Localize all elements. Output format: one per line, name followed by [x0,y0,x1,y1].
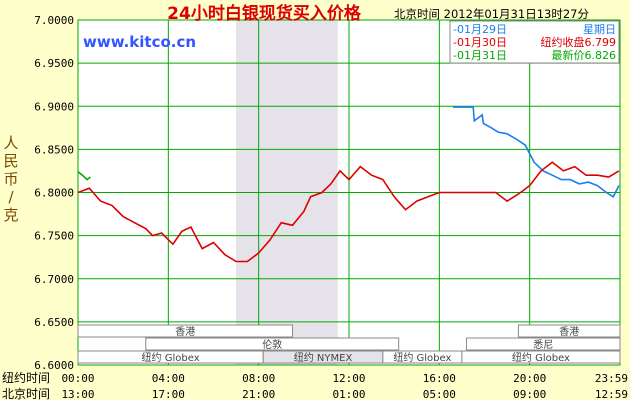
x-tick-label-bj: 01:00 [332,388,365,400]
market-session-label: 纽约 Globex [393,351,451,364]
y-axis-label-char: 人 [3,134,18,152]
series-line [77,171,91,181]
y-axis-label-char: 币 [3,170,18,188]
y-tick-label: 6.6500 [34,316,74,329]
x-tick-label-bj: 17:00 [152,388,185,400]
x-tick-label-bj: 21:00 [242,388,275,400]
series-line [77,161,620,263]
y-tick-label: 6.9000 [34,100,74,113]
price-series [77,106,620,263]
x-tick-label-ny: 08:00 [242,372,275,385]
x-tick-label-ny: 23:59 [595,372,628,385]
watermark-url: www.kitco.cn [83,33,196,51]
x-tick-label-ny: 20:00 [513,372,546,385]
legend-value-label: 最新价6.826 [552,48,617,62]
market-session-label: 纽约 NYMEX [294,351,353,364]
market-session-bar [461,350,621,364]
market-session-label: 纽约 Globex [142,351,200,364]
y-tick-label: 6.8000 [34,187,74,200]
x-tick-labels: 00:00 13:00 04:00 17:00 08:00 21:00 12:00 01:00… [61,372,628,400]
market-session-bar [145,337,400,351]
x-tick-label-bj: 13:00 [61,388,94,400]
series-line [452,106,620,198]
timestamp-label: 北京时间 2012年01月31日13时27分 [394,7,589,21]
y-tick-label: 7.0000 [34,14,74,27]
market-session-label: 纽约 Globex [512,351,570,364]
x-tick-label-ny: 04:00 [152,372,185,385]
y-axis-label-char: 克 [3,206,18,224]
y-axis-label-char: / [8,188,14,206]
y-tick-label: 6.7500 [34,230,74,243]
legend-date-label: -01月31日 [453,49,507,62]
legend-value-label: 星期日 [583,23,616,36]
market-session-label: 悉尼 [533,339,553,351]
market-session-label: 伦敦 [262,338,282,351]
legend-date-label: -01月29日 [453,23,507,36]
x-tick-label-ny: 00:00 [61,372,94,385]
y-tick-labels: 7.0000 6.9500 6.9000 6.8500 6.8000 6.7500 6.70… [34,14,74,372]
x-tick-label-bj: 12:59 [595,388,628,400]
gridlines [77,19,621,366]
y-tick-label: 6.8500 [34,143,74,156]
market-session-label: 香港 [175,326,195,338]
y-tick-label: 6.7000 [34,273,74,286]
legend: -01月29日 星期日 -01月30日 纽约收盘6.799 -01月31日 最新价6.82… [449,20,620,64]
chart-title: 24小时白银现货买入价格 [167,3,362,24]
legend-box [449,20,620,64]
x-tick-label-ny: 12:00 [332,372,365,385]
legend-date-label: -01月30日 [453,36,507,49]
market-session-bar [465,337,621,351]
y-axis-label: 人民币/克 [3,134,18,224]
x-axis-row1-label: 纽约时间 [2,370,50,385]
x-axis-row2-label: 北京时间 [2,387,50,400]
y-tick-label: 6.9500 [34,57,74,70]
x-tick-label-bj: 05:00 [423,388,456,400]
y-tick-label: 6.6000 [34,359,74,372]
market-session-label: 香港 [559,326,579,338]
market-session-bar [77,324,294,338]
legend-value-label: 纽约收盘6.799 [541,35,617,49]
x-tick-label-ny: 16:00 [423,372,456,385]
y-axis-label-char: 民 [3,152,18,170]
market-session-bar [517,324,621,338]
x-tick-label-bj: 09:00 [513,388,546,400]
